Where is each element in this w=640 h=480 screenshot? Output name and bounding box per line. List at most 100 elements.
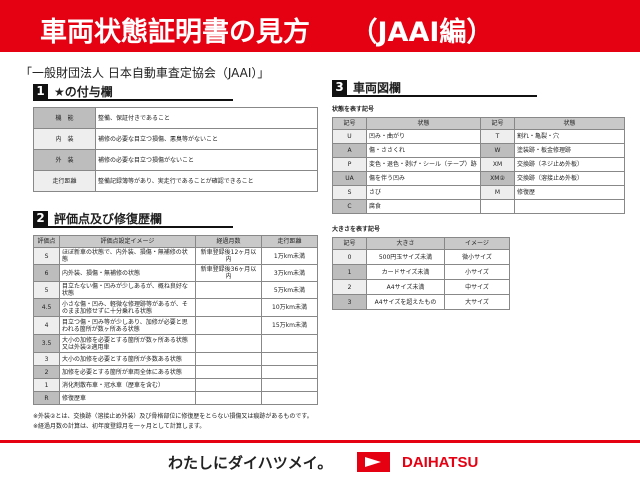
column-header: 記号	[480, 117, 515, 130]
table-cell	[195, 298, 262, 317]
note-1: ※外装②とは、交換跡（溶接止め外装）及び骨格部位に修復歴をとらない損傷又は痕跡が…	[33, 413, 313, 420]
table-cell: 小さな傷・凹み、軽微な修理跡等があるが、そのまま加修せずに十分乗れる状態	[59, 298, 196, 317]
table-cell: 傷・ささくれ	[366, 143, 481, 158]
table-cell: 大小の加修を必要とする箇所が数ヶ所ある状態又は外装②適用車	[59, 334, 196, 353]
state-label: 状態を表す記号	[332, 106, 375, 113]
table-cell: 割れ・亀裂・穴	[514, 129, 625, 144]
table-row: A 傷・ささくれ W 塗装跡・板金修理跡	[332, 143, 625, 158]
table-cell: 6	[33, 264, 60, 282]
table-row: UA 傷を伴う凹み XM② 交換跡（溶接止め外板）	[332, 171, 625, 186]
table-cell: A4サイズを超えたもの	[366, 294, 445, 310]
column-header: 評価点	[33, 235, 60, 248]
row-value: 補修の必要な目立つ損傷がないこと	[95, 149, 318, 171]
table-cell: 傷を伴う凹み	[366, 171, 481, 186]
table-row: 0 500円玉サイズ未満 微小サイズ	[332, 249, 510, 265]
notes: ※外装②とは、交換跡（溶接止め外装）及び骨格部位に修復歴をとらない損傷又は痕跡が…	[33, 413, 318, 431]
table-cell: S	[332, 185, 367, 200]
table-row: P 変色・退色・剥げ・シール（テープ）跡 XM 交換跡（ネジ止め外板）	[332, 157, 625, 172]
table-cell: 4	[33, 316, 60, 335]
section3-heading: 3 車両図欄	[332, 80, 537, 97]
subtitle: 「一般財団法人 日本自動車査定協会（JAAI）」	[20, 66, 270, 80]
table-cell	[195, 334, 262, 353]
table-row: 4.5 小さな傷・凹み、軽微な修理跡等があるが、そのまま加修せずに十分乗れる状態 1…	[33, 298, 318, 317]
table-cell: 消化剤散布車・冠水車（歴車を含む）	[59, 378, 196, 392]
table-row: C 腐食	[332, 199, 625, 214]
star-table: 機 能整備、保証付きであること内 装補修の必要な目立つ損傷、悪臭等がないこと外 …	[33, 107, 318, 192]
column-header: 状態	[514, 117, 625, 130]
table-row: 走行距離 整備記録簿等があり、実走行であることが確認できること	[33, 170, 318, 192]
table-cell: 中サイズ	[444, 279, 510, 295]
state-block: 状態を表す記号 記号 状態 記号 状態 U 凹み・曲がり T 割れ・亀裂・穴 A 傷・ささくれ W 塗…	[332, 106, 625, 310]
table-cell: 2	[332, 279, 367, 295]
section-number: 1	[33, 84, 48, 99]
row-label: 機 能	[33, 107, 96, 129]
table-cell: 3.5	[33, 334, 60, 353]
table-cell	[261, 334, 318, 353]
table-cell: 4.5	[33, 298, 60, 317]
size-table: 記号 大きさ イメージ 0 500円玉サイズ未満 微小サイズ 1 カードサイズ未満 小サイズ 2 A…	[332, 237, 510, 310]
table-cell: P	[332, 157, 367, 172]
table-cell: R	[33, 391, 60, 405]
table-cell	[195, 378, 262, 392]
table-cell	[195, 352, 262, 366]
row-label: 内 装	[33, 128, 96, 150]
table-cell: 加修を必要とする箇所が車両全体にある状態	[59, 365, 196, 379]
table-cell: 目立つ傷・凹み等が少しあり、加修が必要と思われる箇所が数ヶ所ある状態	[59, 316, 196, 335]
table-row: 1 カードサイズ未満 小サイズ	[332, 264, 510, 280]
table-cell: 2	[33, 365, 60, 379]
column-header: 記号	[332, 117, 367, 130]
table-cell: 凹み・曲がり	[366, 129, 481, 144]
column-header: 大きさ	[366, 237, 445, 250]
table-cell: 10万km未満	[261, 298, 318, 317]
table-row: 外 装補修の必要な目立つ損傷がないこと	[33, 149, 318, 171]
table-row: 1 消化剤散布車・冠水車（歴車を含む）	[33, 378, 318, 392]
section-title: 車両図欄	[353, 81, 402, 95]
table-cell: 変色・退色・剥げ・シール（テープ）跡	[366, 157, 481, 172]
section-number: 3	[332, 80, 347, 95]
table-cell: W	[480, 143, 515, 158]
daihatsu-logo: DAIHATSU	[357, 452, 478, 472]
column-header: 記号	[332, 237, 367, 250]
row-value: 整備、保証付きであること	[95, 107, 318, 129]
table-cell: 微小サイズ	[444, 249, 510, 265]
table-cell: U	[332, 129, 367, 144]
score-table: 評価点 評価点設定イメージ 経過月数 走行距離 S ほぼ新車の状態で、内外装、損傷・無補修…	[33, 235, 318, 405]
table-row: 3 A4サイズを超えたもの 大サイズ	[332, 294, 510, 310]
table-cell: 修復歴車	[59, 391, 196, 405]
table-cell	[261, 352, 318, 366]
table-cell: 3万km未満	[261, 264, 318, 282]
table-cell: 15万km未満	[261, 316, 318, 335]
table-cell	[195, 365, 262, 379]
table-cell: 新車登録後12ヶ月以内	[195, 247, 262, 265]
table-cell: 大サイズ	[444, 294, 510, 310]
table-cell	[261, 365, 318, 379]
row-label: 外 装	[33, 149, 96, 171]
table-cell: 500円玉サイズ未満	[366, 249, 445, 265]
brand-name: DAIHATSU	[402, 453, 479, 471]
column-header: 走行距離	[261, 235, 318, 248]
table-cell: A4サイズ未満	[366, 279, 445, 295]
table-cell	[261, 378, 318, 392]
table-cell: 腐食	[366, 199, 481, 214]
table-cell	[195, 316, 262, 335]
table-cell: C	[332, 199, 367, 214]
table-row: 内 装補修の必要な目立つ損傷、悪臭等がないこと	[33, 128, 318, 150]
table-cell: 交換跡（溶接止め外板）	[514, 171, 625, 186]
table-cell	[261, 391, 318, 405]
table-cell: M	[480, 185, 515, 200]
table-cell: カードサイズ未満	[366, 264, 445, 280]
state-table: 記号 状態 記号 状態 U 凹み・曲がり T 割れ・亀裂・穴 A 傷・ささくれ W 塗装跡・板金修理跡…	[332, 117, 625, 214]
column-header: 状態	[366, 117, 481, 130]
section-title: 評価点及び修復歴欄	[54, 212, 163, 226]
table-cell: 塗装跡・板金修理跡	[514, 143, 625, 158]
table-cell: 新車登録後36ヶ月以内	[195, 264, 262, 282]
table-cell: 交換跡（ネジ止め外板）	[514, 157, 625, 172]
table-cell: 目立たない傷・凹みが少しあるが、概ね良好な状態	[59, 281, 196, 299]
table-cell	[195, 281, 262, 299]
table-cell: 修復歴	[514, 185, 625, 200]
table-cell: 小サイズ	[444, 264, 510, 280]
table-row: 3.5 大小の加修を必要とする箇所が数ヶ所ある状態又は外装②適用車	[33, 334, 318, 353]
table-cell: 0	[332, 249, 367, 265]
table-row: 2 A4サイズ未満 中サイズ	[332, 279, 510, 295]
note-2: ※経過月数の計算は、初年度登録月を一ヶ月として計算します。	[33, 423, 206, 430]
